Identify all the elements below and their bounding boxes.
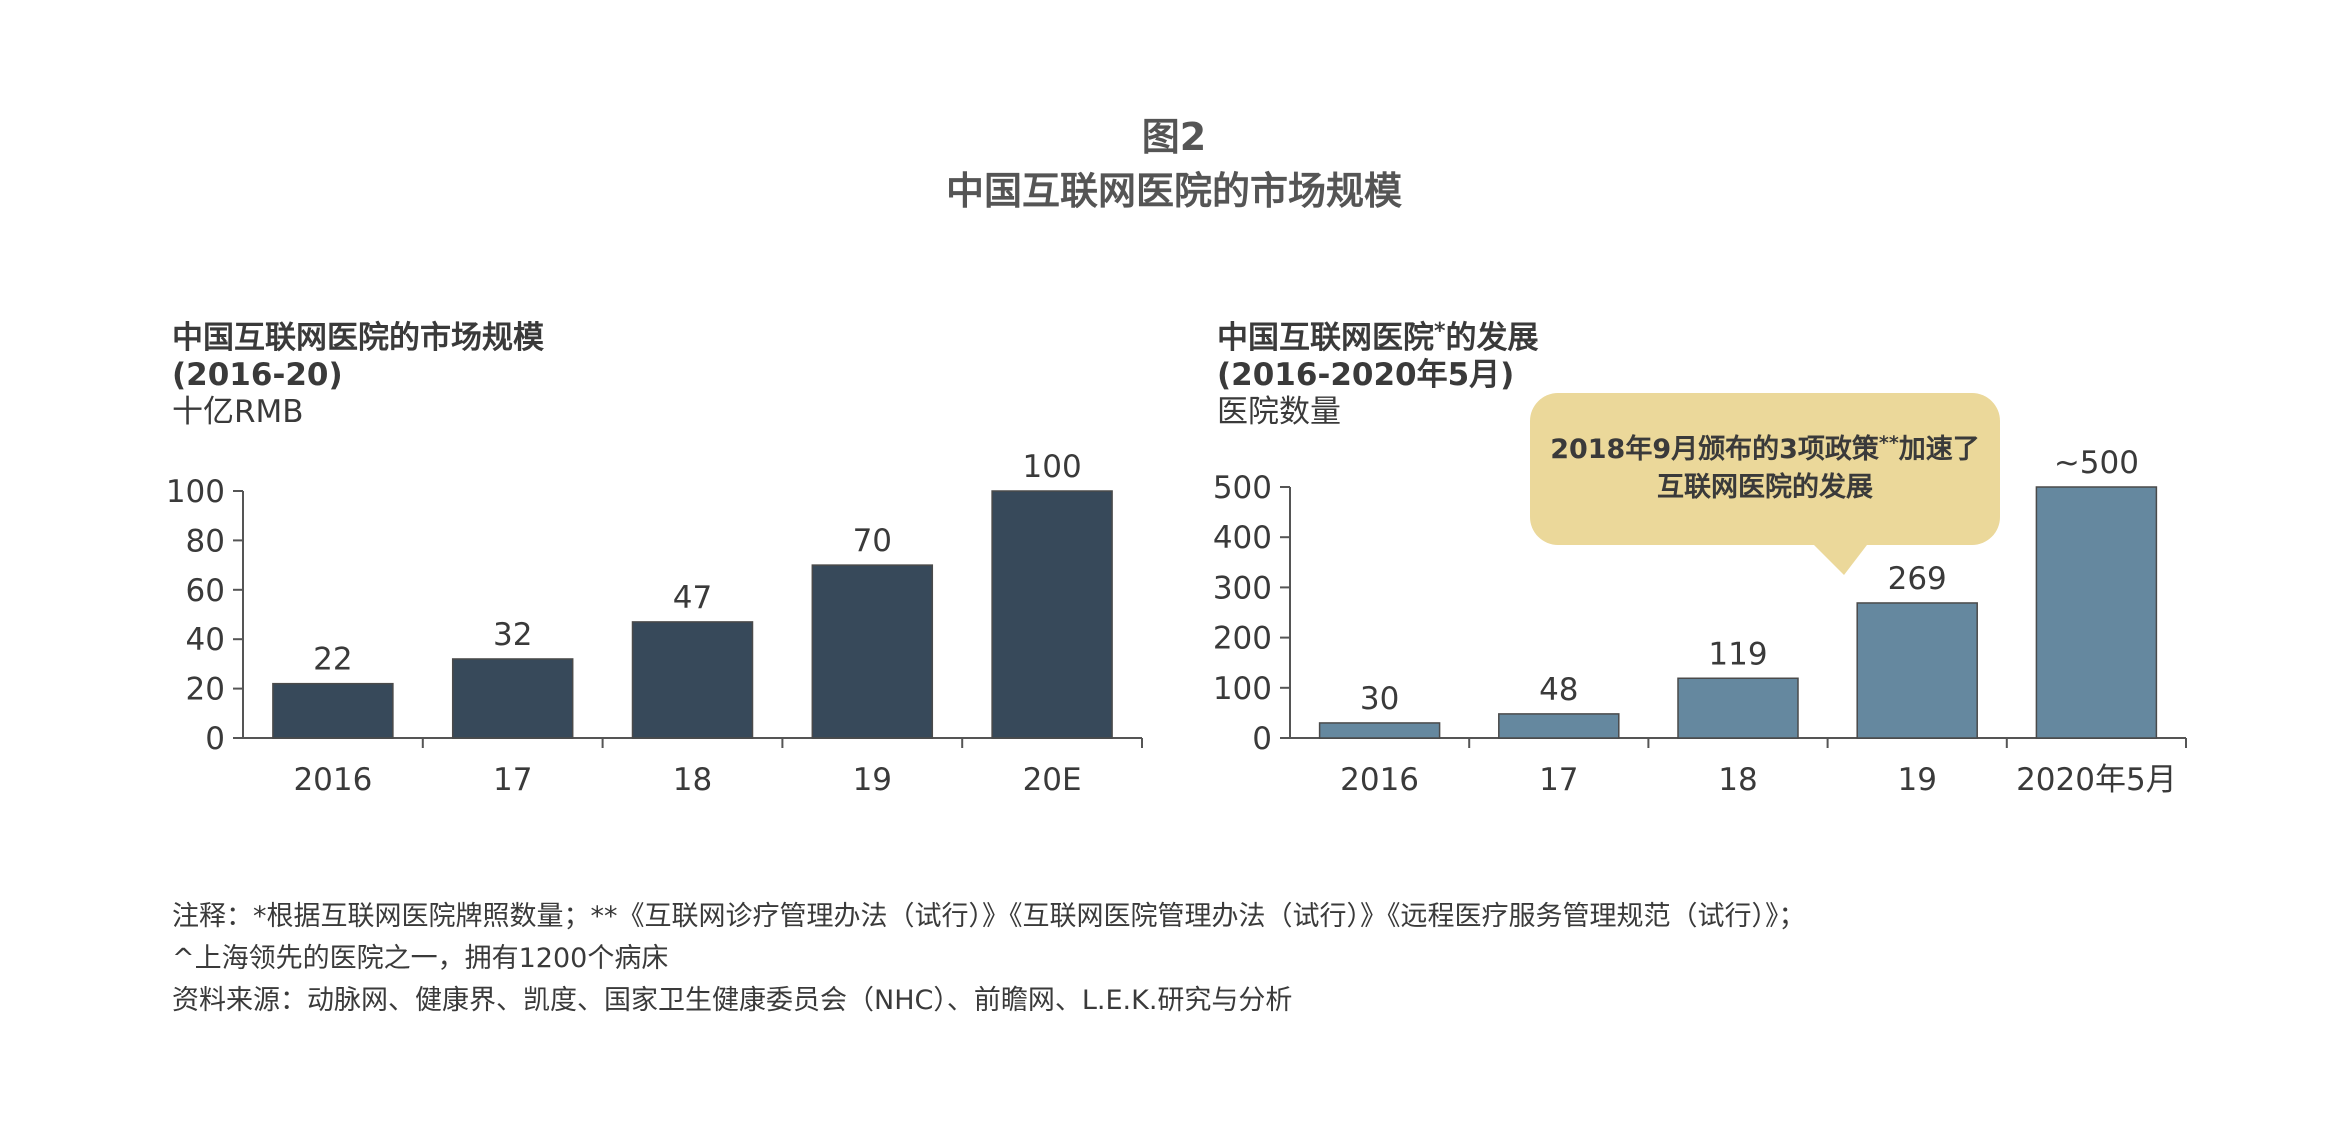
right-panel-title-mark: *: [1434, 319, 1446, 344]
right-bar: [2035, 486, 2158, 739]
left-bar: [991, 490, 1113, 739]
right-y-tick-label: 500: [1213, 470, 1272, 506]
right-category-label: 2016: [1340, 762, 1419, 798]
right-bar: [1677, 677, 1799, 739]
right-panel-unit: 医院数量: [1217, 394, 1341, 430]
footnote-3: 资料来源：动脉网、健康界、凯度、国家卫生健康委员会（NHC）、前瞻网、L.E.K…: [172, 985, 1293, 1016]
figure-title: 中国互联网医院的市场规模: [945, 169, 1402, 213]
right-category-label: 2020年5月: [2016, 762, 2177, 798]
callout-line-2: 互联网医院的发展: [1657, 472, 1873, 503]
right-panel-period: (2016-2020年5月): [1217, 357, 1515, 393]
footnotes: 注释：*根据互联网医院牌照数量；**《互联网诊疗管理办法（试行）》《互联网医院管…: [172, 896, 1806, 1022]
figure-number: 图2: [1141, 115, 1207, 159]
left-y-tick-label: 80: [186, 523, 225, 559]
left-bar: [811, 564, 934, 739]
left-value-label: 70: [853, 523, 892, 559]
callout-line-1: 2018年9月颁布的3项政策**加速了: [1550, 431, 1980, 469]
right-bar: [1498, 713, 1620, 739]
right-panel-title: 中国互联网医院: [1217, 320, 1434, 356]
left-bar: [451, 658, 574, 739]
left-panel-unit: 十亿RMB: [172, 394, 304, 430]
callout-pointer: [1810, 541, 1870, 575]
left-category-label: 20E: [1023, 762, 1082, 798]
left-panel-period: (2016-20): [172, 357, 343, 393]
right-y-tick-label: 0: [1252, 721, 1272, 757]
left-value-label: 47: [673, 580, 712, 616]
left-category-label: 19: [853, 762, 892, 798]
callout-line-1-post: 加速了: [1898, 434, 1980, 465]
left-bar: [631, 621, 754, 739]
left-value-label: 32: [493, 617, 532, 653]
right-y-tick-label: 200: [1213, 621, 1272, 657]
right-panel-title-tail: 的发展: [1445, 320, 1539, 356]
right-value-label: 30: [1360, 681, 1399, 717]
left-y-tick-label: 100: [166, 474, 225, 510]
right-value-label: 269: [1888, 561, 1947, 597]
left-category-label: 2016: [293, 762, 372, 798]
right-bar: [1318, 722, 1441, 739]
right-value-label: 48: [1539, 672, 1578, 708]
right-value-label: ~500: [2054, 445, 2139, 481]
left-value-label: 22: [313, 642, 352, 678]
left-panel-title: 中国互联网医院的市场规模: [172, 320, 544, 356]
right-panel-header: 中国互联网医院*的发展 (2016-2020年5月) 医院数量: [1217, 320, 1539, 431]
footnote-1: 注释：*根据互联网医院牌照数量；**《互联网诊疗管理办法（试行）》《互联网医院管…: [172, 901, 1806, 932]
left-y-tick-label: 0: [205, 721, 225, 757]
right-y-tick-label: 300: [1213, 570, 1272, 606]
policy-callout: 2018年9月颁布的3项政策**加速了 互联网医院的发展: [1530, 393, 2000, 575]
left-value-label: 100: [1023, 449, 1082, 485]
left-y-tick-label: 20: [186, 672, 225, 708]
right-y-tick-label: 400: [1213, 520, 1272, 556]
left-panel-header: 中国互联网医院的市场规模 (2016-20) 十亿RMB: [172, 320, 544, 431]
left-bar: [272, 682, 394, 739]
right-y-tick-label: 100: [1213, 671, 1272, 707]
footnote-2: ^上海领先的医院之一，拥有1200个病床: [172, 943, 669, 974]
right-value-label: 119: [1708, 636, 1767, 672]
left-category-label: 17: [493, 762, 532, 798]
right-bar: [1856, 602, 1978, 739]
right-category-label: 18: [1718, 762, 1757, 798]
right-panel-title-line: 中国互联网医院*的发展: [1217, 320, 1539, 357]
left-y-tick-label: 40: [186, 622, 225, 658]
right-category-label: 17: [1539, 762, 1578, 798]
callout-line-1-pre: 2018年9月颁布的3项政策: [1550, 434, 1879, 465]
right-category-label: 19: [1897, 762, 1936, 798]
left-y-tick-label: 60: [186, 573, 225, 609]
left-category-label: 18: [673, 762, 712, 798]
callout-mark: **: [1878, 432, 1899, 454]
